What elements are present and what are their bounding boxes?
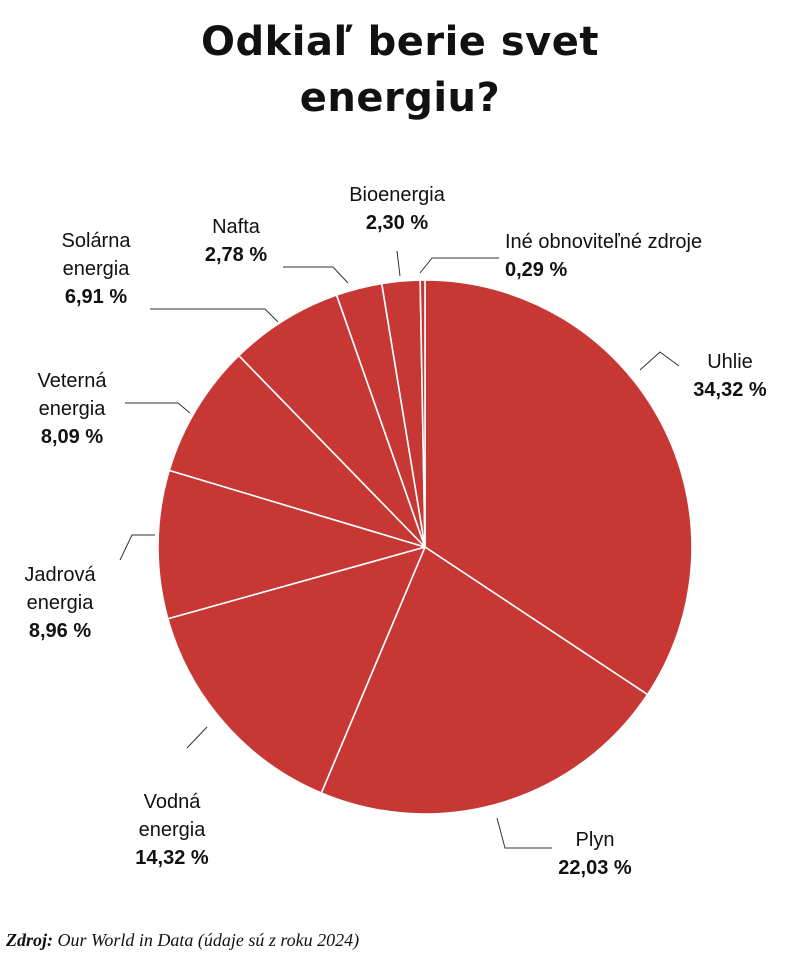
- slice-label-uhlie: Uhlie 34,32 %: [693, 351, 767, 401]
- slice-name: Iné obnoviteľné zdroje: [505, 231, 702, 253]
- slice-name: Jadrová: [24, 564, 96, 586]
- slice-name: Veterná: [38, 370, 108, 392]
- chart-title: Odkiaľ berie svet energiu?: [0, 14, 800, 126]
- slice-label-nafta: Nafta 2,78 %: [205, 216, 267, 266]
- source-note: Zdroj: Our World in Data (údaje sú z rok…: [6, 930, 359, 951]
- slice-name: Nafta: [212, 216, 261, 238]
- pie-slice-plyn: [320, 546, 649, 815]
- slice-label-jadrova-energia: Jadrová energia 8,96 %: [24, 564, 96, 642]
- slice-name: Plyn: [576, 829, 615, 851]
- leader-line-vodna-energia: [186, 726, 208, 749]
- pie-slice-ine-obnovitelne-zdroje: [419, 279, 426, 548]
- leader-line-nafta: [283, 266, 349, 284]
- leader-line-ine-obnovitelne-zdroje: [419, 257, 499, 274]
- source-text: Our World in Data (údaje sú z roku 2024): [53, 930, 360, 950]
- leader-line-solarna-energia: [150, 308, 279, 323]
- slice-value: 0,29 %: [505, 259, 567, 281]
- pie-slice-veterna-energia: [168, 354, 426, 548]
- slice-value: 2,30 %: [366, 212, 428, 234]
- pie-slice-jadrova-energia: [157, 469, 426, 620]
- slice-label-solarna-energia: Solárna energia 6,91 %: [62, 230, 132, 308]
- slice-name: Bioenergia: [349, 184, 446, 206]
- slice-name: Solárna: [62, 230, 132, 252]
- slice-label-ine-obnovitelne-zdroje: Iné obnoviteľné zdroje 0,29 %: [505, 231, 702, 281]
- chart-title-line-1: Odkiaľ berie svet: [201, 19, 599, 65]
- slice-labels: Uhlie 34,32 % Plyn 22,03 % Vodná energia 14,32…: [24, 184, 766, 879]
- pie-chart: Uhlie 34,32 % Plyn 22,03 % Vodná energia 14,32…: [24, 184, 766, 879]
- slice-label-plyn: Plyn 22,03 %: [558, 829, 632, 879]
- slice-name: energia: [27, 592, 95, 614]
- leader-line-bioenergia: [396, 250, 401, 277]
- slice-name: energia: [39, 398, 107, 420]
- leader-line-plyn: [496, 817, 552, 849]
- slice-value: 14,32 %: [135, 847, 209, 869]
- leader-line-uhlie: [639, 351, 680, 371]
- slice-label-veterna-energia: Veterná energia 8,09 %: [38, 370, 108, 448]
- chart-title-line-2: energiu?: [299, 75, 501, 121]
- pie-slice-vodna-energia: [167, 546, 426, 794]
- slice-name: energia: [139, 819, 207, 841]
- slice-label-bioenergia: Bioenergia 2,30 %: [349, 184, 446, 234]
- slice-value: 22,03 %: [558, 857, 632, 879]
- leader-line-veterna-energia: [125, 402, 191, 414]
- pie-slice-solarna-energia: [238, 294, 426, 548]
- slice-name: Vodná: [144, 791, 202, 813]
- slice-value: 8,09 %: [41, 426, 103, 448]
- slice-value: 2,78 %: [205, 244, 267, 266]
- leader-line-jadrova-energia: [119, 534, 155, 561]
- slice-value: 6,91 %: [65, 286, 127, 308]
- slice-name: energia: [63, 258, 131, 280]
- leader-lines: [119, 250, 680, 849]
- slice-value: 34,32 %: [693, 379, 767, 401]
- pie-slices: [157, 279, 693, 815]
- slice-name: Uhlie: [707, 351, 753, 373]
- source-label: Zdroj:: [6, 930, 53, 950]
- slice-value: 8,96 %: [29, 620, 91, 642]
- slice-label-vodna-energia: Vodná energia 14,32 %: [135, 791, 209, 869]
